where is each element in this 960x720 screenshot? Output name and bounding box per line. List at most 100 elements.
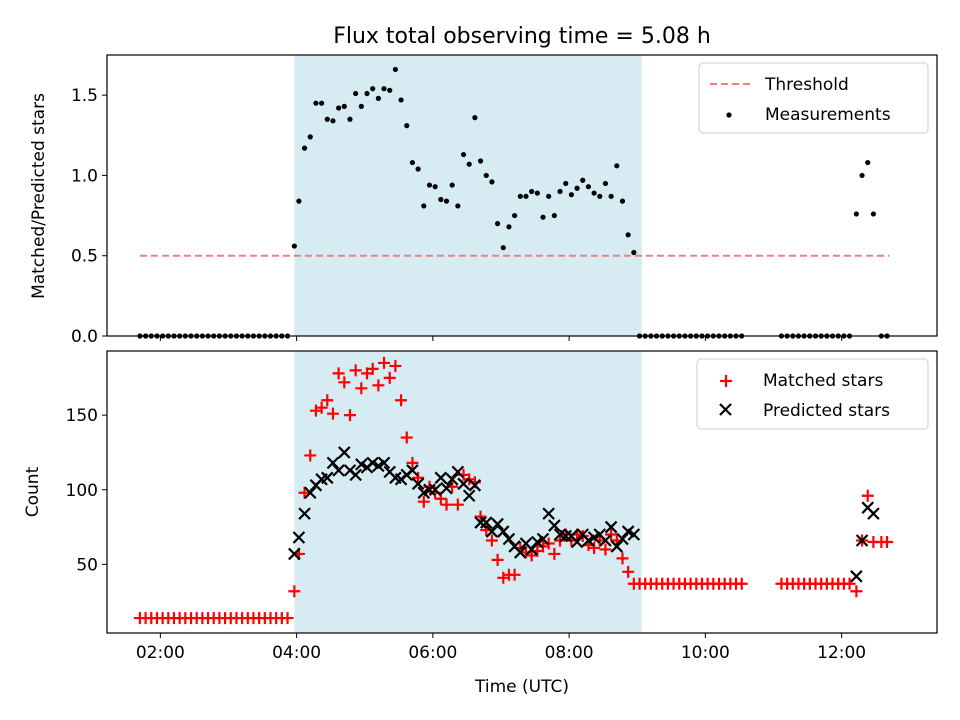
measurement-point (574, 185, 580, 191)
measurement-point (534, 190, 540, 196)
measurement-point (375, 95, 381, 101)
measurement-point (625, 232, 631, 238)
measurement-point (460, 151, 467, 158)
measurement-point (494, 221, 501, 227)
predicted-star-point (451, 465, 465, 479)
predicted-star-point (496, 525, 510, 538)
matched-star-point (735, 577, 748, 590)
matched-star-point (861, 489, 874, 502)
ratio-y-tick-label: 0.5 (71, 247, 98, 267)
count-y-tick-label: 50 (76, 555, 98, 575)
measurement-point (859, 172, 865, 179)
matched-star-point (298, 486, 311, 499)
measurement-point (381, 86, 387, 92)
matched-star-point (349, 364, 362, 377)
measurement-point (529, 188, 535, 195)
predicted-star-point (536, 532, 550, 546)
count-panel-frame (106, 350, 938, 634)
measurement-point (568, 192, 574, 198)
predicted-star-point (434, 471, 448, 485)
measurement-point (409, 159, 416, 166)
measurement-point (540, 214, 546, 220)
count-y-axis-label: Count (23, 466, 43, 517)
measurement-point (608, 193, 614, 199)
matched-star-point (440, 498, 453, 511)
measurement-point (336, 105, 342, 111)
matched-star-point (378, 356, 391, 369)
predicted-star-point (502, 532, 516, 546)
measurement-point (358, 103, 364, 109)
matched-star-point (474, 510, 487, 523)
x-tick-label: 12:00 (817, 643, 866, 663)
measurement-point (506, 224, 512, 230)
measurement-point (330, 118, 336, 124)
chart-title: Flux total observing time = 5.08 h (333, 24, 711, 49)
measurement-point (415, 166, 421, 172)
observing-window-shade (294, 55, 642, 336)
predicted-star-point (525, 543, 538, 556)
matched-star-point (843, 577, 856, 590)
measurement-point (455, 203, 461, 209)
predicted-star-point (440, 481, 453, 495)
count-legend-box (696, 358, 929, 430)
predicted-star-point (423, 483, 436, 497)
matched-star-point (321, 394, 334, 407)
measurement-point (483, 172, 489, 179)
matched-star-point (395, 394, 408, 407)
matched-star-point (406, 456, 419, 469)
count-y-tick-label: 100 (66, 481, 98, 501)
predicted-star-point (514, 546, 527, 559)
ratio-legend: Threshold Measurements (698, 62, 929, 134)
measurement-point (364, 90, 370, 97)
measurement-point (853, 211, 859, 217)
measurement-point (557, 188, 563, 195)
measurement-point (580, 177, 586, 183)
matched-star-point (389, 359, 402, 372)
predicted-star-point (332, 464, 345, 477)
measurement-point (602, 180, 609, 187)
measurement-point (421, 203, 427, 209)
measurement-point (500, 245, 506, 251)
measurement-point (477, 158, 484, 164)
matched-star-point (326, 407, 339, 420)
measurement-point (307, 134, 313, 140)
predicted-star-point (445, 473, 459, 486)
measurement-point (438, 196, 444, 203)
matched-star-point (588, 541, 601, 554)
predicted-star-point (288, 547, 301, 561)
measurement-point (291, 243, 297, 249)
measurement-point (426, 182, 433, 188)
threshold-legend-label: Threshold (764, 75, 849, 95)
matched-star-point (881, 535, 894, 548)
count-y-tick-label: 150 (66, 406, 98, 426)
measurement-point (585, 184, 592, 190)
measurement-point (563, 180, 569, 187)
predicted-star-point (320, 471, 334, 485)
measurement-point (387, 87, 393, 93)
measurement-point (318, 100, 325, 106)
matched-star-point (616, 552, 629, 565)
matched-star-point (412, 471, 425, 484)
measurement-point (432, 184, 438, 190)
measurement-point (347, 116, 353, 122)
matched-star-point (372, 379, 385, 392)
ratio-y-axis-label: Matched/Predicted stars (29, 93, 49, 299)
measurement-point (324, 116, 330, 122)
measurement-point (392, 66, 398, 73)
measurement-point (551, 212, 557, 219)
measurement-point (546, 193, 552, 199)
ratio-legend-box (698, 62, 929, 134)
predicted-star-point (599, 534, 612, 547)
matched-star-point (281, 612, 294, 625)
matched-star-point (417, 495, 430, 508)
predicted-star-point (377, 456, 391, 470)
measurement-point (591, 190, 597, 196)
measurement-point (597, 193, 603, 199)
measurement-point (631, 249, 637, 256)
matched-star-point (548, 547, 561, 560)
observing-window-shade (294, 351, 642, 633)
predicted-star-point (457, 477, 470, 491)
measurement-point (472, 115, 478, 121)
matched-star-point (491, 553, 504, 566)
